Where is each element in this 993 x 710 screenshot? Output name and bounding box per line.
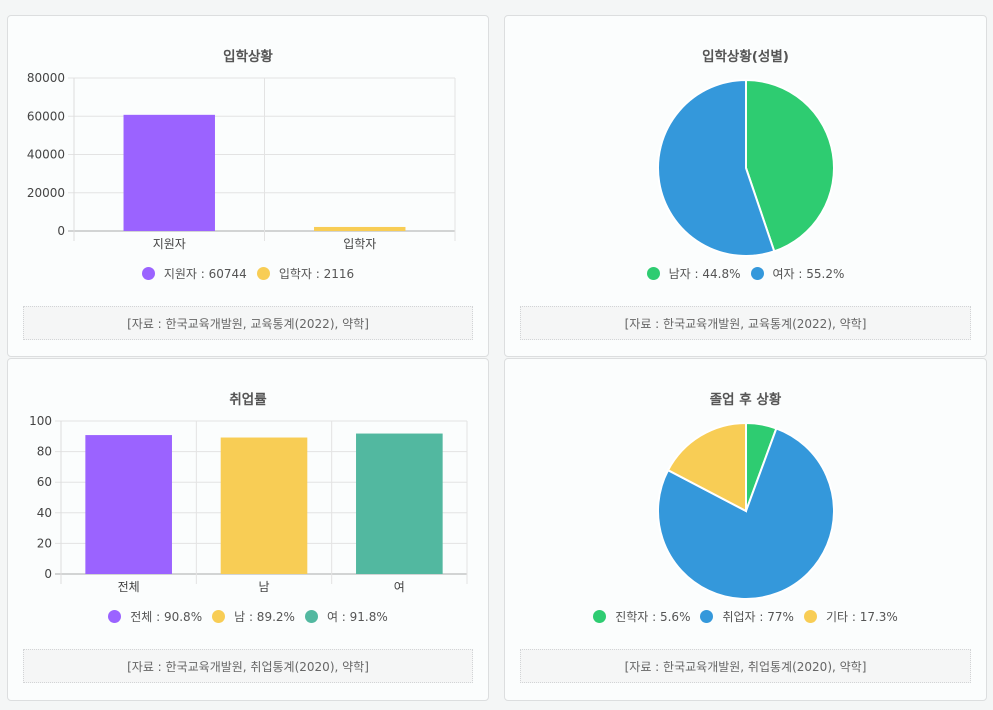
- legend-label: 지원자 : 60744: [163, 267, 247, 281]
- bar-여: [356, 433, 443, 574]
- employment-rate-chart-card: 취업률 0 20 40 60 80 100 전체 남 여 전체 : 90.8% 남 : 89.2%…: [7, 358, 489, 701]
- source-note: [자료 : 한국교육개발원, 취업통계(2020), 약학]: [520, 649, 971, 683]
- x-tick-label: 지원자: [153, 237, 186, 251]
- admission-chart-card: 입학상황 0 20000 40000 60000 80000 지원자 입학자 지원자 : 6…: [7, 15, 489, 357]
- legend-item: 기타 : 17.3%: [803, 608, 898, 625]
- legend-label: 진학자 : 5.6%: [615, 610, 691, 624]
- legend-swatch: [212, 610, 226, 623]
- legend-swatch: [141, 267, 155, 280]
- legend-swatch: [803, 610, 817, 623]
- legend-label: 남자 : 44.8%: [668, 267, 741, 281]
- legend-swatch: [304, 610, 318, 623]
- legend-item: 입학자 : 2116: [256, 265, 355, 282]
- y-tick-label: 0: [57, 224, 65, 238]
- bar-입학자: [314, 226, 406, 231]
- legend-label: 기타 : 17.3%: [825, 610, 898, 624]
- legend-item: 취업자 : 77%: [700, 608, 794, 625]
- chart-legend: 남자 : 44.8% 여자 : 55.2%: [505, 265, 986, 282]
- legend-item: 진학자 : 5.6%: [593, 608, 690, 625]
- legend-label: 여 : 91.8%: [326, 610, 388, 624]
- y-tick-label: 100: [29, 414, 52, 428]
- legend-swatch: [700, 610, 714, 623]
- legend-label: 입학자 : 2116: [278, 267, 355, 281]
- legend-item: 여자 : 55.2%: [750, 265, 845, 282]
- source-note: [자료 : 한국교육개발원, 취업통계(2020), 약학]: [23, 649, 473, 683]
- employment-rate-bar-chart: 0 20 40 60 80 100 전체 남 여: [29, 414, 468, 594]
- y-tick-label: 80: [37, 445, 52, 459]
- pie-slice-기타: [666, 421, 747, 513]
- chart-title: 입학상황: [223, 49, 273, 65]
- legend-item: 여 : 91.8%: [304, 608, 388, 625]
- y-tick-label: 20000: [27, 186, 65, 200]
- legend-swatch: [108, 610, 122, 623]
- pie-slice-취업자: [657, 427, 835, 600]
- legend-swatch: [256, 267, 270, 280]
- bar-전체: [85, 435, 172, 574]
- chart-title: 취업률: [229, 392, 267, 408]
- admission-gender-pie-chart: [657, 78, 835, 257]
- bar-지원자: [123, 114, 215, 231]
- admission-gender-chart-card: 입학상황(성별) 남자 : 44.8% 여자 : 55.2% [자료 : 한국교육…: [504, 15, 987, 357]
- admission-bar-chart: 0 20000 40000 60000 80000 지원자 입학자: [27, 71, 456, 251]
- x-tick-label: 남: [258, 580, 269, 594]
- legend-item: 전체 : 90.8%: [108, 608, 202, 625]
- y-tick-label: 0: [44, 567, 52, 581]
- legend-swatch: [593, 610, 607, 623]
- y-tick-label: 80000: [27, 71, 65, 85]
- bar-남: [220, 437, 308, 574]
- post-graduation-chart-card: 졸업 후 상황 진학자 : 5.6% 취업자 : 77% 기타 : 17.3% [자…: [504, 358, 987, 701]
- chart-legend: 지원자 : 60744 입학자 : 2116: [8, 265, 488, 282]
- legend-label: 남 : 89.2%: [234, 610, 295, 624]
- source-note: [자료 : 한국교육개발원, 교육통계(2022), 약학]: [23, 306, 473, 340]
- y-tick-label: 60000: [27, 109, 65, 123]
- legend-label: 취업자 : 77%: [722, 610, 794, 624]
- x-tick-label: 전체: [118, 580, 140, 594]
- pie-slice-여자: [657, 78, 776, 257]
- y-tick-label: 40: [37, 506, 52, 520]
- legend-item: 남 : 89.2%: [212, 608, 295, 625]
- legend-swatch: [646, 267, 660, 280]
- y-tick-label: 20: [37, 536, 52, 550]
- chart-title: 졸업 후 상황: [709, 392, 782, 408]
- legend-item: 남자 : 44.8%: [646, 265, 741, 282]
- chart-title: 입학상황(성별): [702, 49, 789, 65]
- y-tick-label: 40000: [27, 148, 65, 162]
- legend-swatch: [750, 267, 764, 280]
- y-tick-label: 60: [37, 475, 52, 489]
- pie-slice-남자: [745, 78, 835, 253]
- legend-item: 지원자 : 60744: [141, 265, 247, 282]
- chart-legend: 진학자 : 5.6% 취업자 : 77% 기타 : 17.3%: [505, 608, 986, 625]
- x-tick-label: 입학자: [343, 237, 376, 251]
- legend-label: 여자 : 55.2%: [772, 267, 845, 281]
- chart-legend: 전체 : 90.8% 남 : 89.2% 여 : 91.8%: [8, 608, 488, 625]
- post-graduation-pie-chart: [657, 421, 835, 600]
- legend-label: 전체 : 90.8%: [130, 610, 203, 624]
- source-note: [자료 : 한국교육개발원, 교육통계(2022), 약학]: [520, 306, 971, 340]
- x-tick-label: 여: [394, 580, 405, 594]
